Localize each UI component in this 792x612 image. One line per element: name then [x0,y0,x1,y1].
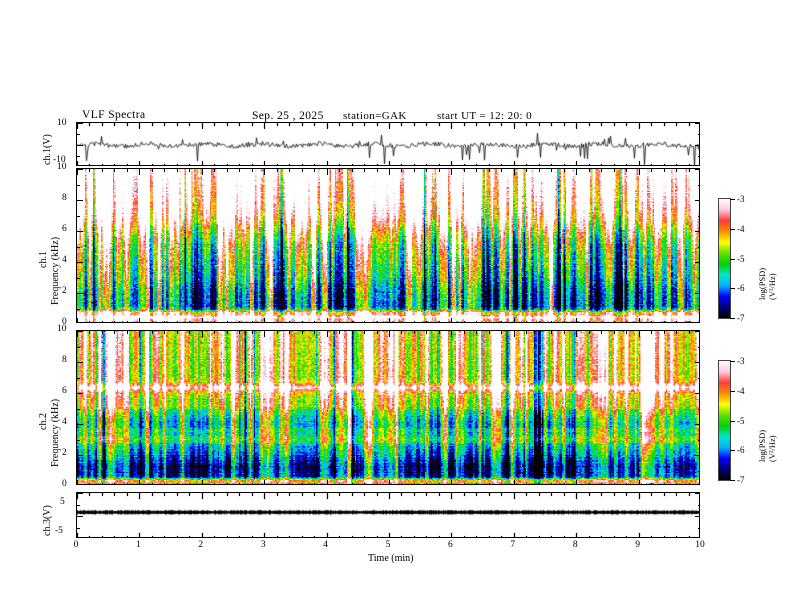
cb2-tick--3: -3 [737,356,745,366]
ch3-wave-tick-5: 5 [60,497,65,507]
x-tick-0: 0 [73,540,79,550]
colorbar-ch1: -3 -4 -5 -6 -7 [718,194,745,323]
ch1-waveform-panel [76,122,700,166]
ch2-spec-tick-8: 8 [62,355,67,365]
ch3-waveform-panel [76,492,700,538]
cb2-tick--4: -4 [737,385,745,396]
header-date: Sep. 25 , 2025 [252,110,324,122]
x-axis-title: Time (min) [368,553,414,564]
colorbar-ch1-label: log(PSD)(V²/Hz) [757,267,777,300]
x-tick-8: 8 [572,540,578,550]
cb2-tick--6: -6 [737,445,745,456]
x-tick-5: 5 [385,540,391,550]
cb1-tick--5: -5 [737,253,745,264]
x-tick-6: 6 [448,540,453,550]
ch1-waveform-axis-label: ch.1(V) [42,134,53,165]
x-tick-7: 7 [510,540,516,550]
colorbar-ch2-label: log(PSD)(V²/Hz) [757,429,777,462]
cb1-tick--6: -6 [737,283,745,294]
x-tick-10: 10 [695,540,705,550]
x-tick-9: 9 [635,540,640,550]
ch1-spectrogram-panel [76,168,700,323]
cb2-tick--5: -5 [737,415,745,426]
x-tick-4: 4 [323,540,328,550]
x-tick-1: 1 [136,540,141,550]
header-station: station=GAK [343,110,407,122]
colorbar-ch2: -3 -4 -5 -6 -7 [718,356,745,485]
ch2-spec-axis-label-name: ch.2 [38,413,49,430]
ch1-spec-tick-10: 10 [57,162,67,172]
ch2-spec-axis-label-unit: Frequency (kHz) [50,398,61,467]
page-title: VLF Spectra [82,109,146,121]
ch1-wave-tick-10: 10 [57,118,67,128]
ch1-spec-tick-2: 2 [62,286,67,296]
colorbar-ch1-gradient [719,199,730,318]
ch3-wave-tick-neg5: -5 [55,526,63,536]
ch2-spec-tick-0: 0 [62,479,67,489]
colorbar-ch2-gradient [719,361,730,480]
ch1-spec-tick-8: 8 [62,193,67,203]
ch1-spec-tick-4: 4 [62,255,67,265]
ch2-spec-tick-4: 4 [62,417,67,427]
ch1-spec-axis-label-name: ch.1 [38,251,49,268]
ch2-spec-tick-10: 10 [57,324,67,334]
ch3-waveform-axis-label: ch.3(V) [42,505,53,536]
ch1-wave-tick-neg10: -10 [53,155,66,165]
cb2-tick--7: -7 [737,475,745,485]
ch2-spec-tick-2: 2 [62,448,67,458]
header-start-ut: start UT = 12: 20: 0 [437,110,532,122]
ch1-spec-tick-0: 0 [62,317,67,327]
cb1-tick--7: -7 [737,313,745,323]
ch2-spec-tick-6: 6 [62,386,67,396]
cb1-tick--4: -4 [737,223,745,234]
ch1-spec-tick-6: 6 [62,224,67,234]
x-tick-2: 2 [198,540,204,550]
ch1-spec-axis-label-unit: Frequency (kHz) [50,236,61,305]
x-tick-3: 3 [260,540,266,550]
ch2-spectrogram-panel [76,330,700,485]
cb1-tick--3: -3 [737,194,745,204]
